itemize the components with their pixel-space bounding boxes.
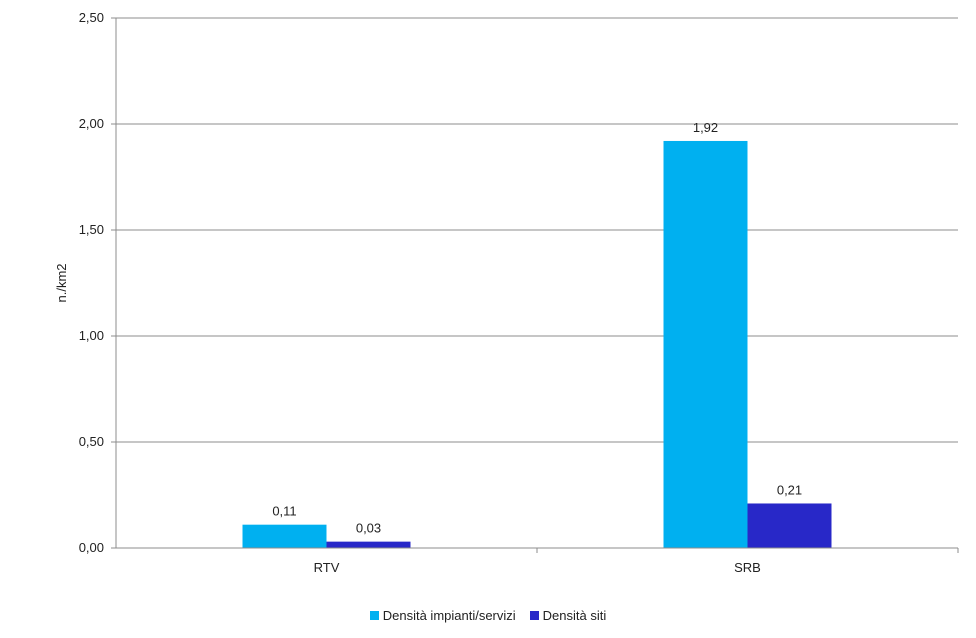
y-tick-label: 1,00: [79, 328, 104, 343]
legend-label: Densità siti: [542, 608, 607, 623]
data-label: 0,21: [777, 482, 802, 497]
axes: 0,00 0,50 1,00 1,50 2,00 2,50 RTV SRB: [79, 10, 959, 575]
data-label: 1,92: [693, 120, 718, 135]
x-tick-label: RTV: [314, 560, 340, 575]
y-tick-label: 2,50: [79, 10, 104, 25]
gridlines: [116, 17, 958, 443]
legend: Densità impianti/servizi Densità siti: [0, 608, 976, 623]
legend-swatch: [369, 611, 379, 620]
data-label: 0,11: [272, 504, 296, 519]
legend-item-series-1: Densità siti: [529, 608, 607, 623]
y-tick-label: 2,00: [79, 116, 104, 131]
bar: [663, 140, 748, 548]
legend-label: Densità impianti/servizi: [382, 608, 516, 623]
legend-item-series-0: Densità impianti/servizi: [369, 608, 516, 623]
y-tick-label: 0,00: [79, 540, 104, 555]
y-tick-label: 0,50: [79, 434, 104, 449]
x-tick-label: SRB: [734, 560, 761, 575]
bars: 0,11 0,03 1,92 0,21: [242, 120, 832, 548]
bar: [326, 541, 411, 548]
legend-swatch: [529, 611, 539, 620]
bar: [747, 503, 832, 548]
data-label: 0,03: [356, 521, 381, 536]
y-tick-label: 1,50: [79, 222, 104, 237]
chart: 0,11 0,03 1,92 0,21 0,00 0,50 1,00 1,50 2,00 2,5…: [54, 10, 959, 575]
bar: [242, 524, 327, 548]
y-axis-label: n./km2: [54, 263, 69, 302]
